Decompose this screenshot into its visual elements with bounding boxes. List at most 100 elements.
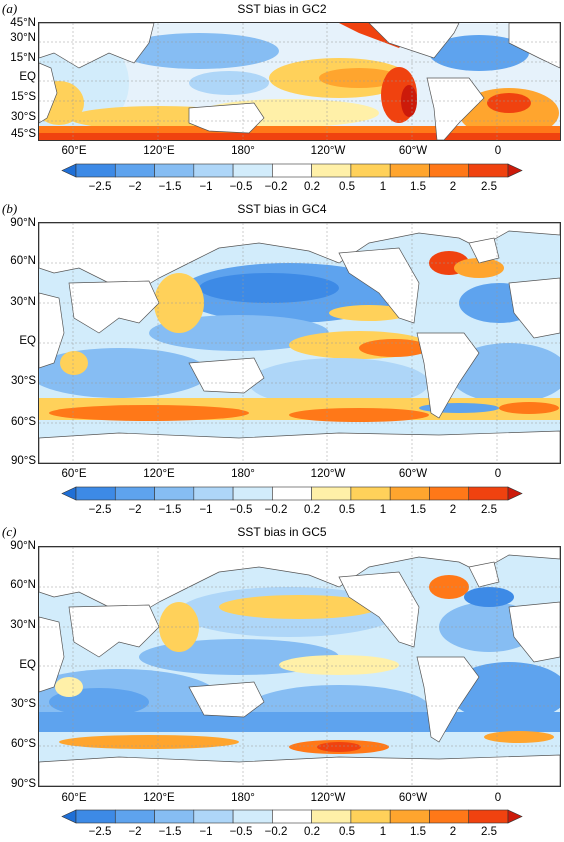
colorbar-bin: [350, 809, 391, 824]
colorbar-label: 0.2: [304, 826, 320, 838]
colorbar-bin: [468, 809, 509, 824]
x-tick-label: 180°: [231, 145, 255, 157]
colorbar-label: −0.2: [264, 504, 288, 516]
y-tick-label: 45°N: [10, 17, 36, 29]
colorbar-bin: [232, 809, 273, 824]
colorbar-bin: [154, 163, 195, 178]
colorbar-bin: [350, 486, 391, 501]
colorbar-bin: [154, 809, 195, 824]
y-tick-label: 15°N: [10, 52, 36, 64]
colorbar-label: 1.5: [410, 504, 426, 516]
y-tick-label: 15°S: [10, 91, 36, 103]
panel-title: SST bias in GC4: [237, 202, 327, 216]
x-tick-label: 120°E: [143, 792, 175, 804]
colorbar-label: −2: [128, 181, 142, 193]
x-tick-label: 60°E: [61, 792, 87, 804]
sst-bias-map: [38, 22, 561, 141]
colorbar-label: −1.5: [158, 181, 182, 193]
colorbar: [61, 486, 523, 501]
panel-c: (c) SST bias in GC5 90°N 60°N 30°N EQ 30…: [0, 521, 564, 821]
colorbar-bin: [193, 163, 234, 178]
x-tick-label: 120°W: [310, 792, 346, 804]
colorbar-bin: [468, 163, 509, 178]
sst-bias-map: [38, 222, 561, 464]
colorbar-label: −2: [128, 504, 142, 516]
colorbar-extend-low: [61, 486, 77, 501]
colorbar-label: 1.5: [410, 826, 426, 838]
y-tick-label: EQ: [19, 335, 36, 347]
colorbar-bin: [429, 163, 470, 178]
colorbar-label: 2.5: [481, 504, 497, 516]
y-tick-label: 60°N: [10, 255, 36, 267]
colorbar-label: 2.5: [481, 826, 497, 838]
colorbar-label: 1: [379, 826, 387, 838]
colorbar-label: −0.5: [229, 504, 253, 516]
x-tick-label: 120°W: [310, 468, 346, 480]
colorbar-label: −0.5: [229, 181, 253, 193]
colorbar-bin: [311, 809, 352, 824]
colorbar-labels: −2.5 −2 −1.5 −1 −0.5 −0.2 0.2 0.5 1 1.5 …: [0, 181, 564, 197]
y-tick-label: 30°N: [10, 32, 36, 44]
x-tick-label: 120°E: [143, 468, 175, 480]
colorbar-bin: [389, 809, 430, 824]
panel-title: SST bias in GC2: [237, 2, 327, 16]
colorbar-labels: −2.5 −2 −1.5 −1 −0.5 −0.2 0.2 0.5 1 1.5 …: [0, 826, 564, 842]
colorbar-bin: [114, 486, 155, 501]
x-tick-label: 60°E: [61, 145, 87, 157]
colorbar-bin: [389, 486, 430, 501]
panel-a: (a) SST bias in GC2 45°N 30°N 15°N EQ 15…: [0, 0, 564, 170]
colorbar-bin: [232, 486, 273, 501]
colorbar-bin: [114, 163, 155, 178]
colorbar-label: 0.2: [304, 504, 320, 516]
x-tick-label: 60°W: [398, 145, 428, 157]
colorbar-label: −2.5: [88, 826, 112, 838]
colorbar-label: 1.5: [410, 181, 426, 193]
y-tick-label: 30°S: [10, 375, 36, 387]
panel-title: SST bias in GC5: [237, 525, 327, 539]
colorbar-extend-high: [507, 809, 523, 824]
x-tick-label: 120°E: [143, 145, 175, 157]
colorbar-label: −2.5: [88, 504, 112, 516]
y-tick-label: EQ: [19, 71, 36, 83]
y-tick-label: 90°S: [10, 455, 36, 467]
colorbar-bin: [75, 163, 116, 178]
colorbar-label: −1: [199, 504, 213, 516]
y-tick-label: EQ: [19, 659, 36, 671]
colorbar: [61, 163, 523, 178]
colorbar-bin: [114, 809, 155, 824]
colorbar-bin: [272, 163, 312, 178]
x-tick-label: 180°: [231, 792, 255, 804]
colorbar-label: 1: [379, 181, 387, 193]
colorbar-label: −1: [199, 181, 213, 193]
colorbar-label: 0.5: [339, 826, 355, 838]
colorbar-bin: [429, 809, 470, 824]
x-tick-label: 120°W: [310, 145, 346, 157]
colorbar-bin: [272, 809, 312, 824]
colorbar-label: 2: [449, 826, 457, 838]
y-tick-label: 30°N: [10, 296, 36, 308]
x-tick-label: 180°: [231, 468, 255, 480]
colorbar: [61, 809, 523, 824]
x-tick-label: 60°W: [398, 792, 428, 804]
colorbar-bin: [468, 486, 509, 501]
colorbar-bin: [193, 486, 234, 501]
colorbar-label: 2.5: [481, 181, 497, 193]
colorbar-labels: −2.5 −2 −1.5 −1 −0.5 −0.2 0.2 0.5 1 1.5 …: [0, 504, 564, 520]
sst-bias-map: [38, 546, 561, 787]
colorbar-label: 2: [449, 181, 457, 193]
colorbar-bin: [154, 486, 195, 501]
colorbar-bin: [272, 486, 312, 501]
x-tick-label: 60°W: [398, 468, 428, 480]
colorbar-label: 2: [449, 504, 457, 516]
colorbar-bin: [75, 809, 116, 824]
colorbar-extend-low: [61, 163, 77, 178]
x-tick-label: 0: [494, 145, 502, 157]
colorbar-bin: [193, 809, 234, 824]
y-tick-label: 90°S: [10, 778, 36, 790]
colorbar-extend-high: [507, 486, 523, 501]
x-tick-label: 0: [494, 792, 502, 804]
colorbar-bin: [75, 486, 116, 501]
panel-label: (c): [2, 524, 17, 539]
colorbar-label: 0.2: [304, 181, 320, 193]
colorbar-bin: [350, 163, 391, 178]
